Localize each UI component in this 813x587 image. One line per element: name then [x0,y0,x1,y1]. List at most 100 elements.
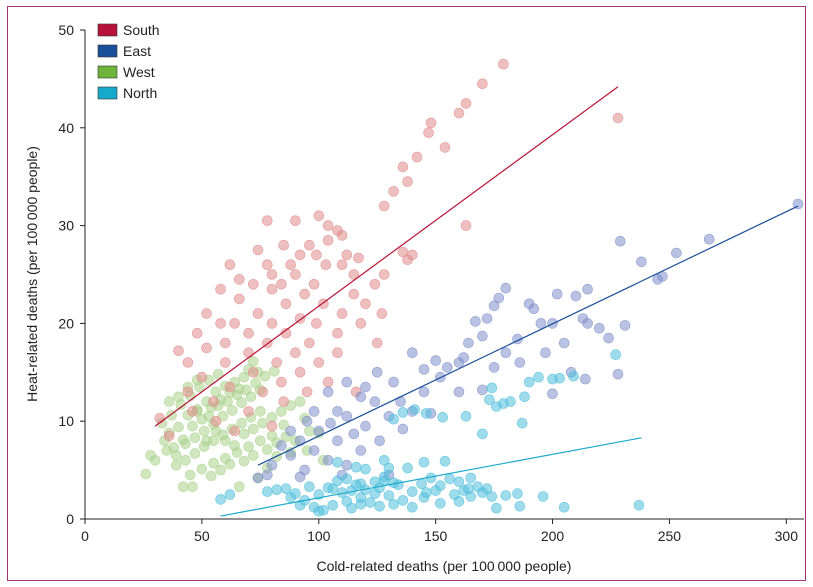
data-point [290,269,301,280]
data-point [187,420,198,432]
data-point [383,490,395,501]
x-tick-label: 150 [424,528,448,544]
data-point [514,500,526,512]
data-point [294,471,306,483]
data-point [336,259,348,271]
data-point [603,332,614,344]
series-east-points [252,198,804,484]
data-point [173,391,184,403]
legend-label-north: North [123,85,157,101]
data-point [257,386,269,398]
data-point [423,127,434,138]
data-point [420,487,432,498]
data-point [243,441,254,452]
data-point [299,288,311,300]
data-point [290,347,301,359]
data-point [512,488,523,499]
data-point [234,274,245,285]
data-point [453,476,465,488]
data-point [248,278,259,290]
data-point [205,470,217,482]
data-point [397,407,409,418]
data-point [180,438,191,450]
x-tick-label: 250 [658,528,682,544]
data-point [163,430,175,442]
data-point [378,200,390,212]
y-tick-label: 50 [58,22,74,38]
data-point [332,456,343,468]
data-point [266,411,278,423]
data-point [383,462,395,474]
data-point [453,386,465,398]
data-point [449,489,460,500]
data-point [551,288,563,300]
data-point [177,481,189,493]
data-point [437,411,449,423]
data-point [418,386,430,398]
data-point [224,381,236,393]
trendlines-layer [154,86,799,517]
data-point [290,215,301,226]
data-point [322,376,334,388]
ticks-layer: 0 50 100 150 200 250 300 0 10 20 30 40 50 [58,22,798,544]
data-point [327,499,339,511]
data-point [355,445,367,456]
chart-frame [7,6,806,581]
data-point [402,462,413,474]
data-point [184,469,196,481]
data-point [254,435,266,447]
x-tick-label: 100 [307,528,331,544]
data-point [220,337,231,349]
data-point [241,384,252,396]
data-point [477,487,488,498]
data-point [397,423,409,435]
data-point [276,406,287,417]
data-point [325,417,336,429]
data-point [547,373,558,385]
data-point [488,300,500,312]
data-point [208,457,219,469]
data-point [612,112,624,124]
data-point [322,454,334,466]
x-axis-title: Cold-related deaths (per 100 000 people) [317,558,572,574]
y-tick-label: 10 [58,413,74,429]
data-point [537,491,549,502]
legend-label-east: East [123,43,151,59]
data-point [252,308,264,319]
data-point [229,425,240,437]
data-point [353,252,364,264]
data-point [163,396,175,407]
data-point [360,420,371,432]
data-point [322,386,334,398]
data-point [248,366,259,378]
data-point [280,298,292,310]
points-layer [140,58,804,517]
data-point [633,499,645,511]
data-point [360,298,371,310]
data-point [187,406,198,417]
data-point [402,176,413,187]
y-tick-label: 40 [58,120,74,136]
data-point [266,269,278,280]
data-point [271,357,283,368]
data-point [411,151,423,163]
data-point [238,428,250,440]
data-point [276,278,287,290]
data-point [360,463,371,475]
data-point [215,494,226,505]
data-point [140,468,152,480]
series-south-points [154,58,624,442]
data-point [348,269,360,280]
data-point [453,107,465,119]
data-point [149,454,161,466]
data-point [170,459,182,471]
data-point [266,318,278,329]
data-point [477,428,488,440]
data-point [488,362,500,373]
data-point [215,318,226,329]
data-point [397,495,409,506]
data-point [500,347,512,359]
data-point [558,337,570,349]
data-point [612,368,624,380]
data-point [463,337,474,349]
